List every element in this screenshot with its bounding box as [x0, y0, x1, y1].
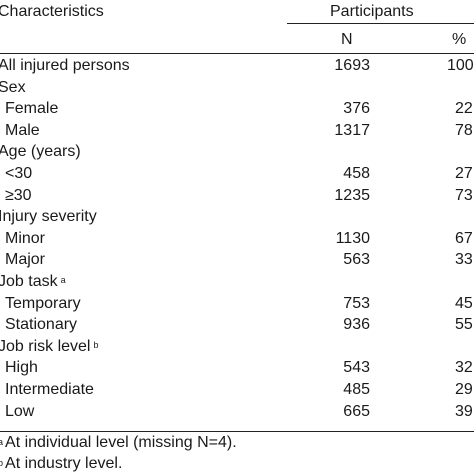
- row-pct-value: 27: [455, 165, 473, 182]
- row-label-superscript: a: [60, 275, 66, 285]
- row-label-text: Intermediate: [5, 381, 94, 398]
- row-label: Intermediate: [5, 381, 94, 399]
- row-label: Job task a: [0, 273, 66, 291]
- header-characteristics: Characteristics: [0, 3, 104, 20]
- row-n-value: 543: [343, 359, 370, 377]
- row-n-value: 1130: [335, 229, 370, 247]
- row-label-text: Job task: [0, 273, 58, 290]
- row-pct-value: 45: [455, 294, 473, 312]
- header-bottom-rule: [0, 53, 474, 54]
- row-label-text: Job risk level: [0, 337, 91, 355]
- row-label-text: Sex: [0, 78, 26, 96]
- row-label-text: Stationary: [5, 316, 78, 334]
- footnote: a At individual level (missing N=4).: [0, 434, 237, 452]
- row-pct-value: 29: [455, 381, 473, 398]
- footnote-text: At industry level.: [5, 455, 123, 472]
- row-label-text: Minor: [5, 229, 46, 247]
- header-n: N: [341, 31, 353, 48]
- row-label: Job risk level b: [0, 338, 99, 356]
- row-label-text: <30: [5, 165, 33, 182]
- row-n-value: 1235: [334, 186, 370, 204]
- row-label: Sex: [0, 79, 26, 97]
- header-participants: Participants: [330, 3, 414, 20]
- row-label: High: [5, 359, 38, 377]
- row-n-value: 563: [343, 251, 370, 269]
- row-label-text: Male: [5, 121, 40, 139]
- row-n-value: 753: [343, 294, 370, 312]
- row-pct-value: 78: [455, 121, 473, 139]
- row-label: Major: [5, 251, 45, 269]
- row-label-text: Age (years): [0, 143, 81, 161]
- header-pct: %: [452, 31, 467, 48]
- row-n-value: 376: [343, 100, 370, 118]
- row-label-text: ≥30: [5, 186, 32, 204]
- footnote-text: At individual level (missing N=4).: [5, 434, 237, 451]
- row-label: Temporary: [5, 295, 81, 313]
- row-label-text: All injured persons: [0, 57, 130, 74]
- row-pct-value: 22: [455, 100, 473, 118]
- row-label: Low: [5, 403, 34, 421]
- row-pct-value: 100: [447, 57, 474, 74]
- row-label: Female: [5, 100, 58, 118]
- header-participants-rule: [287, 23, 474, 24]
- row-label: <30: [5, 165, 32, 183]
- footnote: b At industry level.: [0, 455, 122, 473]
- row-pct-value: 32: [455, 359, 473, 377]
- row-label-superscript: b: [93, 339, 99, 350]
- row-pct-value: 73: [455, 186, 473, 204]
- row-label-text: Major: [5, 251, 46, 269]
- row-pct-value: 67: [455, 229, 473, 247]
- row-n-value: 1693: [334, 57, 370, 74]
- row-label-text: Low: [5, 402, 35, 420]
- footnote-mark: b: [0, 458, 4, 468]
- row-label: Minor: [5, 230, 45, 248]
- row-label: Age (years): [0, 143, 81, 161]
- row-label-text: Temporary: [5, 294, 81, 312]
- row-label: Injury severity: [0, 208, 97, 226]
- row-label: Stationary: [5, 316, 77, 334]
- row-n-value: 665: [343, 402, 370, 420]
- row-n-value: 485: [343, 381, 370, 398]
- row-label-text: High: [5, 359, 38, 377]
- row-n-value: 1317: [334, 121, 370, 139]
- table-bottom-rule: [0, 431, 474, 432]
- row-label: All injured persons: [0, 57, 130, 75]
- footnote-mark: a: [0, 437, 4, 447]
- row-n-value: 936: [343, 316, 370, 334]
- row-label-text: Female: [5, 100, 59, 118]
- row-label: Male: [5, 122, 40, 140]
- row-label: ≥30: [5, 187, 32, 205]
- row-label-text: Injury severity: [0, 208, 97, 226]
- row-pct-value: 33: [455, 251, 473, 269]
- row-pct-value: 39: [455, 402, 473, 420]
- row-pct-value: 55: [455, 316, 473, 334]
- row-n-value: 458: [343, 165, 370, 182]
